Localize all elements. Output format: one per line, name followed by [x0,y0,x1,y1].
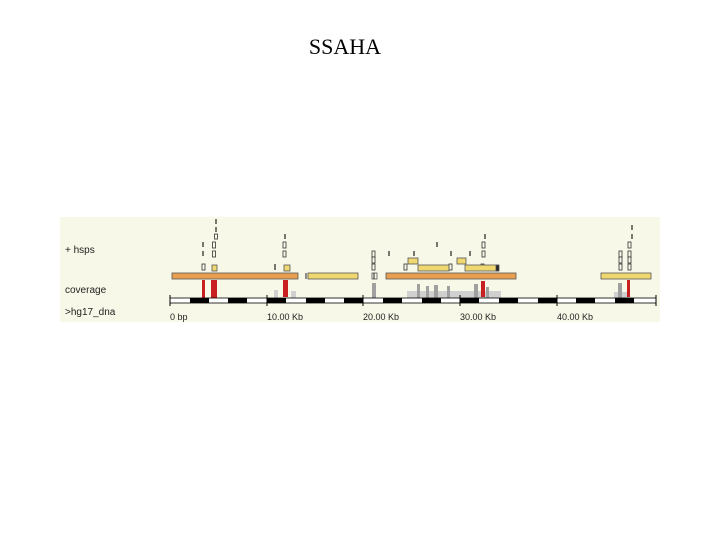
genome-browser-panel: + hsps coverage >hg17_dna [60,217,660,322]
ruler-tick-label: 10.00 Kb [267,312,304,322]
ruler-tick-label: 0 bp [170,312,188,322]
hsp-stack-ticks [202,219,633,270]
coverage-track-label[interactable]: coverage [65,285,107,296]
sequence-track-label[interactable]: >hg17_dna [65,307,116,318]
hsps-track-label[interactable]: + hsps [65,245,95,256]
feature-tracks [169,219,657,306]
slide-title: SSAHA [308,34,382,59]
coverage-track [202,280,630,298]
ruler-tick-label: 30.00 Kb [460,312,497,322]
ruler-scale [169,295,657,306]
ruler-tick-label: 40.00 Kb [557,312,594,322]
hsp-small-boxes [201,233,632,271]
hsp-long-bars [171,272,652,280]
hsp-medium-boxes [211,257,500,272]
ruler-tick-label: 20.00 Kb [363,312,400,322]
